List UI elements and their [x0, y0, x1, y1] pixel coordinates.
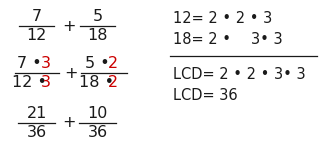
- Text: 5: 5: [92, 9, 103, 24]
- Text: 5 •: 5 •: [85, 56, 109, 71]
- Text: 18: 18: [87, 28, 108, 43]
- Text: LCD= 2 • 2 • 3• 3: LCD= 2 • 2 • 3• 3: [173, 67, 305, 82]
- Text: 12 •: 12 •: [12, 75, 47, 90]
- Text: +: +: [64, 66, 78, 80]
- Text: +: +: [62, 19, 76, 34]
- Text: 3: 3: [41, 56, 51, 71]
- Text: 36: 36: [27, 125, 47, 140]
- Text: 3: 3: [41, 75, 51, 90]
- Text: 12: 12: [27, 28, 47, 43]
- Text: LCD= 36: LCD= 36: [173, 88, 237, 103]
- Text: 2: 2: [108, 75, 118, 90]
- Text: 3• 3: 3• 3: [251, 32, 283, 47]
- Text: 21: 21: [27, 106, 47, 121]
- Text: 18= 2 •: 18= 2 •: [173, 32, 231, 47]
- Text: 2: 2: [108, 56, 118, 71]
- Text: 12= 2 • 2 • 3: 12= 2 • 2 • 3: [173, 11, 272, 26]
- Text: 10: 10: [87, 106, 108, 121]
- Text: 36: 36: [88, 125, 108, 140]
- Text: +: +: [62, 115, 76, 130]
- Text: 7: 7: [32, 9, 42, 24]
- Text: 7 •: 7 •: [18, 56, 42, 71]
- Text: 18 •: 18 •: [79, 75, 115, 90]
